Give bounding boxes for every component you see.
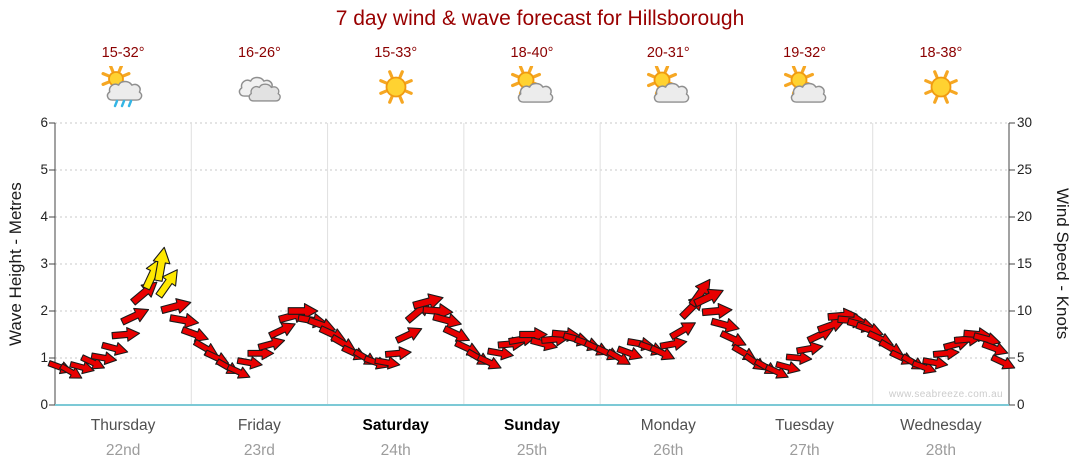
right-axis-tick-label: 30	[1017, 115, 1033, 130]
day-label: Thursday	[90, 417, 156, 434]
right-axis-tick-label: 25	[1017, 162, 1033, 177]
temp-range: 18-40°	[510, 45, 554, 61]
chart-canvas	[47, 122, 1016, 406]
right-axis-tick-label: 10	[1017, 303, 1033, 318]
sun-icon	[373, 66, 419, 110]
temp-range: 15-32°	[101, 45, 145, 61]
sun-cloud-rain-icon	[100, 64, 146, 110]
temp-range: 15-33°	[374, 45, 418, 61]
left-axis-tick-label: 2	[40, 303, 48, 318]
sun-cloud-icon	[645, 64, 691, 110]
right-axis-tick-label: 15	[1017, 256, 1033, 271]
left-axis-tick-label: 4	[40, 209, 48, 224]
temp-range: 18-38°	[919, 45, 963, 61]
clouds-icon	[236, 66, 282, 110]
temp-range: 19-32°	[783, 45, 827, 61]
date-label: 27th	[789, 442, 820, 459]
left-axis-tick-label: 0	[40, 397, 48, 412]
right-axis-tick-label: 20	[1017, 209, 1033, 224]
sun-cloud-icon	[782, 64, 828, 110]
right-axis-tick-label: 5	[1017, 350, 1025, 365]
right-axis-tick-label: 0	[1017, 397, 1025, 412]
plot-area: www.seabreeze.com.au	[47, 122, 1016, 406]
date-label: 28th	[925, 442, 956, 459]
day-label: Wednesday	[900, 417, 982, 434]
day-label: Sunday	[504, 417, 560, 434]
left-axis-tick-label: 6	[40, 115, 48, 130]
day-label: Friday	[237, 417, 281, 434]
day-label: Monday	[640, 417, 696, 434]
date-label: 23rd	[243, 442, 275, 459]
date-label: 22nd	[105, 442, 141, 459]
date-label: 24th	[380, 442, 411, 459]
left-axis-tick-label: 5	[40, 162, 48, 177]
sun-cloud-icon	[509, 64, 555, 110]
right-axis-title: Wind Speed - Knots	[1053, 188, 1072, 340]
sun-icon	[918, 66, 964, 110]
temp-range: 16-26°	[237, 45, 281, 61]
day-label: Tuesday	[775, 417, 835, 434]
left-axis-tick-label: 1	[40, 350, 48, 365]
day-label: Saturday	[362, 417, 429, 434]
left-axis-tick-label: 3	[40, 256, 48, 271]
date-label: 25th	[516, 442, 548, 459]
watermark: www.seabreeze.com.au	[888, 389, 1003, 400]
date-label: 26th	[653, 442, 684, 459]
temp-range: 20-31°	[646, 45, 690, 61]
page-title: 7 day wind & wave forecast for Hillsboro…	[335, 7, 745, 30]
